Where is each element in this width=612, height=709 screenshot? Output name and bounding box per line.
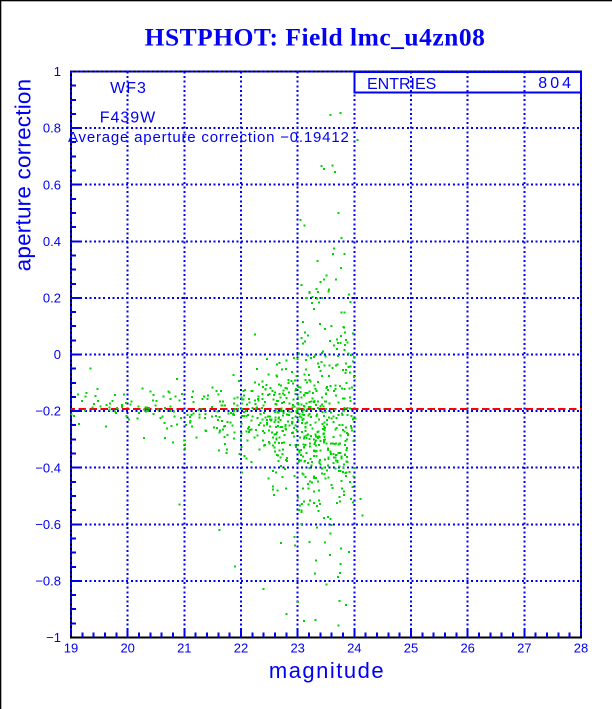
- svg-text:magnitude: magnitude: [269, 658, 385, 683]
- svg-text:0: 0: [54, 347, 61, 362]
- svg-text:0.2: 0.2: [43, 291, 61, 306]
- svg-text:21: 21: [177, 641, 191, 656]
- svg-text:27: 27: [517, 641, 531, 656]
- svg-text:26: 26: [460, 641, 474, 656]
- svg-text:WF3: WF3: [110, 80, 147, 97]
- svg-text:−0.4: −0.4: [35, 460, 61, 475]
- svg-text:0.8: 0.8: [43, 121, 61, 136]
- svg-text:F439W: F439W: [100, 109, 157, 126]
- svg-text:0.6: 0.6: [43, 177, 61, 192]
- svg-text:−0.6: −0.6: [35, 517, 61, 532]
- svg-text:−0.8: −0.8: [35, 574, 61, 589]
- svg-text:−0.2: −0.2: [35, 404, 61, 419]
- svg-text:1: 1: [54, 64, 61, 79]
- svg-text:25: 25: [404, 641, 418, 656]
- svg-text:−1: −1: [46, 630, 61, 645]
- svg-text:23: 23: [290, 641, 304, 656]
- svg-text:20: 20: [120, 641, 134, 656]
- svg-text:22: 22: [234, 641, 248, 656]
- svg-text:HSTPHOT: Field lmc_u4zn08: HSTPHOT: Field lmc_u4zn08: [145, 23, 486, 52]
- svg-text:28: 28: [574, 641, 588, 656]
- svg-text:0.4: 0.4: [43, 234, 61, 249]
- svg-text:19: 19: [64, 641, 78, 656]
- svg-text:Average aperture correction −0: Average aperture correction −0.19412: [68, 129, 350, 146]
- svg-text:24: 24: [347, 641, 361, 656]
- svg-text:804: 804: [538, 75, 574, 92]
- svg-text:ENTRIES: ENTRIES: [367, 76, 436, 93]
- svg-text:aperture correction: aperture correction: [11, 79, 36, 272]
